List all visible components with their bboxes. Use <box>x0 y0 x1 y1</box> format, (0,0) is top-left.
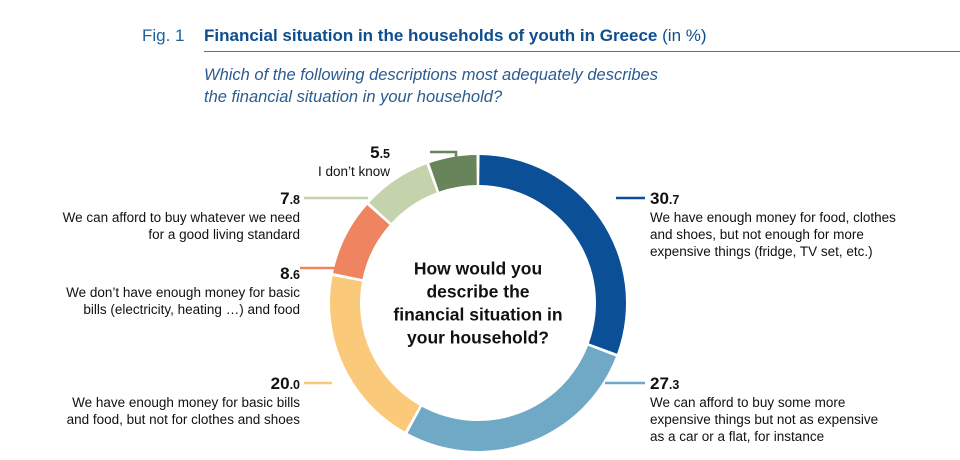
slice-description-label: and food, but not for clothes and shoes <box>67 412 301 427</box>
slice-description-label: We don’t have enough money for basic <box>66 285 300 300</box>
slice-value-label: 5.5 <box>370 143 390 162</box>
title-rule <box>204 51 960 52</box>
slice-value-label: 27.3 <box>650 374 679 393</box>
slice-value-label: 20.0 <box>271 374 300 393</box>
figure-number: Fig. 1 <box>142 26 185 45</box>
subtitle-line: the financial situation in your househol… <box>204 88 503 106</box>
donut-slice <box>369 164 437 224</box>
chart-title-unit: (in %) <box>662 26 707 45</box>
slice-description-label: bills (electricity, heating …) and food <box>83 302 300 317</box>
slice-description-label: We can afford to buy some more <box>650 395 845 410</box>
donut-slice <box>330 276 420 432</box>
leader-line <box>430 150 458 168</box>
center-question: How would you describe the financial situa… <box>393 259 562 348</box>
slice-description-label: for a good living standard <box>148 227 300 242</box>
donut-slice <box>479 155 626 354</box>
slice-value-label: 8.6 <box>280 264 300 283</box>
center-question-line: How would you <box>414 259 542 279</box>
slice-value-label: 30.7 <box>650 189 679 208</box>
center-question-line: describe the <box>426 282 529 302</box>
slice-description-label: We have enough money for basic bills <box>72 395 300 410</box>
donut-slice <box>333 204 390 280</box>
leader-lines <box>300 150 645 385</box>
slice-value-label: 7.8 <box>280 189 300 208</box>
donut-slices <box>330 155 626 451</box>
donut-slice <box>407 345 616 451</box>
slice-description-label: and shoes, but not enough for more <box>650 227 864 242</box>
chart-subtitle: Which of the following descriptions most… <box>204 64 658 108</box>
slice-description-label: expensive things but not as expensive <box>650 412 878 427</box>
slice-description-label: I don’t know <box>318 164 390 179</box>
slice-description-label: as a car or a flat, for instance <box>650 429 824 444</box>
donut-slice <box>429 155 477 192</box>
slice-description-label: We can afford to buy whatever we need <box>63 210 300 225</box>
chart-title-main: Financial situation in the households of… <box>204 26 658 45</box>
chart-title: Financial situation in the households of… <box>204 26 707 46</box>
slice-labels: 30.7 We have enough money for food, cloth… <box>63 143 897 444</box>
center-question-line: your household? <box>407 328 549 348</box>
slice-description-label: expensive things (fridge, TV set, etc.) <box>650 244 873 259</box>
subtitle-line: Which of the following descriptions most… <box>204 66 658 84</box>
center-question-line: financial situation in <box>393 305 562 325</box>
slice-description-label: We have enough money for food, clothes <box>650 210 896 225</box>
